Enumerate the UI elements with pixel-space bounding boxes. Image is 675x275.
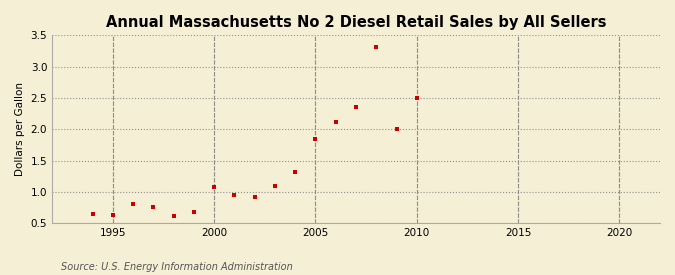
Point [310,136,321,141]
Point [269,183,280,188]
Point [229,193,240,197]
Y-axis label: Dollars per Gallon: Dollars per Gallon [15,82,25,176]
Point [249,195,260,199]
Point [87,211,98,216]
Point [209,185,219,190]
Point [290,170,300,175]
Point [107,213,118,217]
Point [168,214,179,218]
Point [350,105,361,109]
Point [148,205,159,210]
Point [188,210,199,215]
Point [128,202,138,207]
Point [330,120,341,124]
Point [412,96,423,100]
Point [391,127,402,131]
Title: Annual Massachusetts No 2 Diesel Retail Sales by All Sellers: Annual Massachusetts No 2 Diesel Retail … [106,15,606,30]
Point [371,44,381,49]
Text: Source: U.S. Energy Information Administration: Source: U.S. Energy Information Administ… [61,262,292,272]
